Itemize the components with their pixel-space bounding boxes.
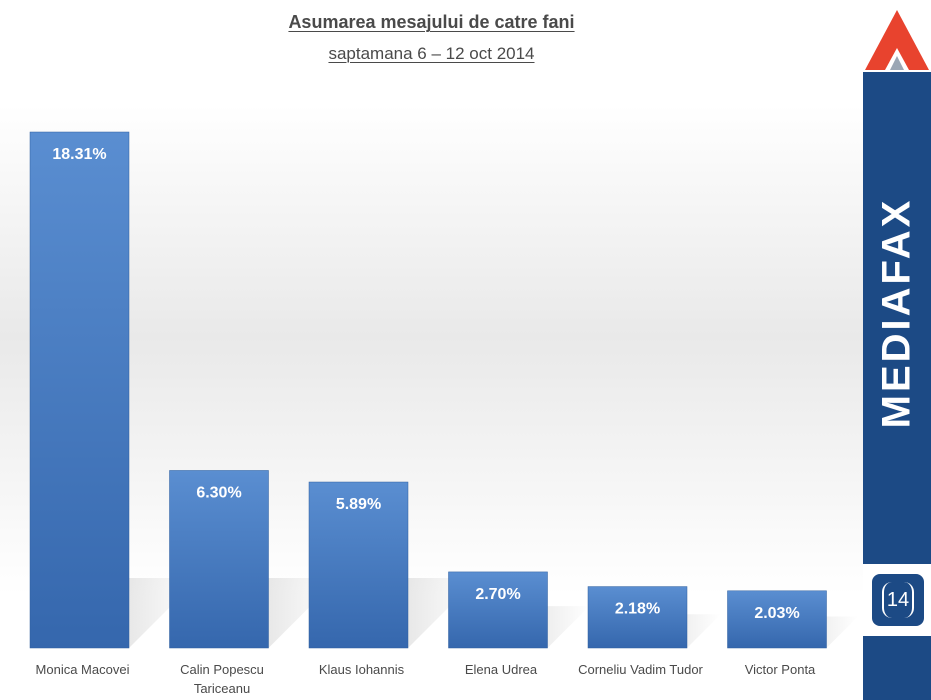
bar: [29, 131, 130, 649]
brand-name: MEDIAFAX: [874, 197, 919, 429]
bar-value-label: 2.18%: [615, 601, 660, 618]
page-number: 14: [882, 582, 914, 618]
chart-subtitle: saptamana 6 – 12 oct 2014: [328, 44, 535, 63]
bar-value-label: 5.89%: [336, 496, 381, 513]
x-tick-label: Tariceanu: [194, 681, 250, 696]
x-tick-label: Calin Popescu: [180, 662, 264, 677]
mediafax-triangle-logo-icon: [865, 10, 929, 70]
x-tick-label: Corneliu Vadim Tudor: [578, 662, 703, 677]
bar-value-label: 2.70%: [475, 586, 520, 603]
bar: [308, 481, 409, 649]
bar: [169, 470, 269, 649]
bar: [448, 571, 548, 649]
x-tick-label: Monica Macovei: [36, 662, 130, 677]
bar: [587, 586, 688, 649]
bar-value-label: 18.31%: [52, 146, 106, 163]
x-tick-label: Victor Ponta: [745, 662, 816, 677]
bar-chart: 18.31% 6.30% 5.89% 2.70% 2.18% 2.03% Monica M…: [29, 131, 858, 696]
bar: [727, 590, 827, 649]
x-tick-label: Elena Udrea: [465, 662, 538, 677]
bar-value-label: 6.30%: [196, 484, 241, 501]
chart-slide: Asumarea mesajului de catre fani saptama…: [0, 0, 863, 700]
page-number-badge: 14: [872, 574, 924, 626]
x-tick-label: Klaus Iohannis: [319, 662, 405, 677]
chart-title: Asumarea mesajului de catre fani: [288, 12, 575, 32]
bar-value-label: 2.03%: [754, 605, 799, 622]
